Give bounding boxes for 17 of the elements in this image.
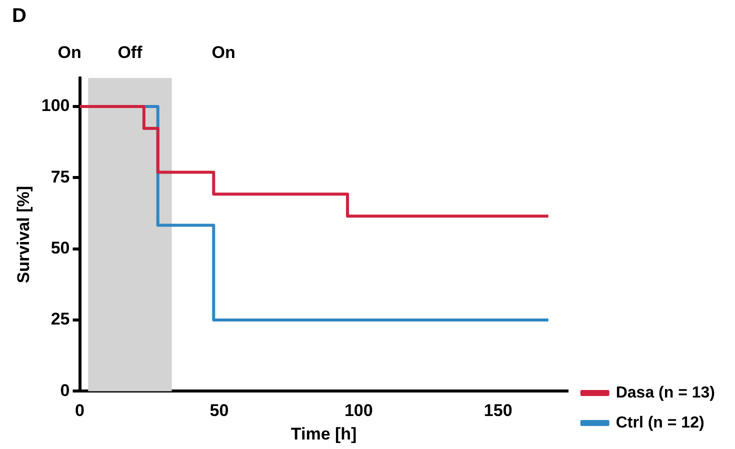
legend-label: Dasa (n = 13)	[616, 384, 715, 402]
x-axis-title: Time [h]	[290, 424, 357, 444]
y-tick-label: 75	[50, 167, 70, 186]
x-tick-label: 0	[75, 401, 84, 420]
x-tick-label: 100	[344, 401, 373, 420]
y-tick-label: 100	[41, 96, 70, 116]
y-axis-title: Survival [%]	[14, 186, 33, 284]
x-tick-label: 50	[210, 401, 229, 420]
text: On	[212, 43, 236, 62]
y-tick-label: 25	[50, 310, 70, 329]
text: On	[58, 43, 82, 62]
legend-label: Ctrl (n = 12)	[616, 414, 704, 432]
band-label: Off	[118, 43, 143, 62]
chart-title: D	[12, 5, 26, 27]
x-tick-label: 150	[484, 401, 512, 420]
y-tick-label: 0	[60, 380, 70, 400]
y-tick-label: 50	[50, 238, 70, 258]
